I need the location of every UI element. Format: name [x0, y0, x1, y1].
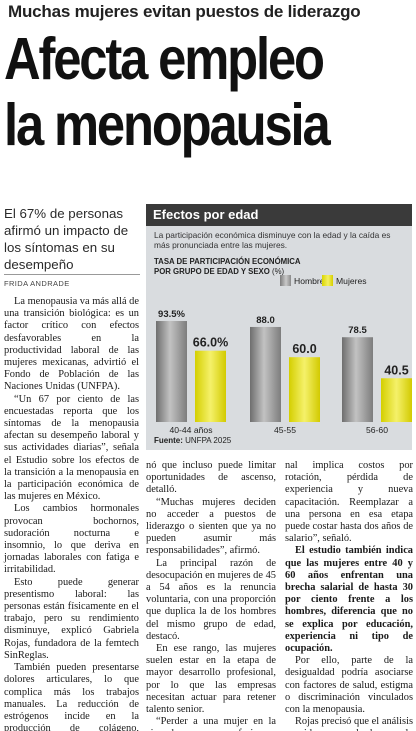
headline-line-2: la menopausia	[4, 92, 331, 158]
legend-item-men: Hombres	[280, 275, 329, 286]
data-label: 40.5	[384, 363, 408, 377]
infographic-body: La participación económica disminuye con…	[146, 226, 412, 450]
paragraph: En ese rango, las mujeres suelen estar e…	[146, 643, 276, 716]
paragraph: Rojas precisó que el análisis considera …	[285, 716, 413, 731]
kicker: Muchas mujeres evitan puestos de lideraz…	[8, 2, 361, 21]
paragraph: Por ello, parte de la desigualdad podría…	[285, 655, 413, 716]
legend-label-men: Hombres	[294, 275, 329, 286]
infographic: Efectos por edad La participación económ…	[146, 204, 412, 450]
category-label: 45-55	[274, 425, 296, 435]
paragraph: La menopausia va más allá de una transic…	[4, 296, 139, 393]
data-label: 93.5%	[158, 309, 185, 320]
paragraph: “Muchas mujeres deciden no acceder a pue…	[146, 496, 276, 557]
paragraph: También pueden presentarse dolores artic…	[4, 662, 139, 731]
data-label: 66.0%	[193, 336, 228, 350]
infographic-intro: La participación económica disminuye con…	[154, 230, 391, 250]
chart-subtitle-text: TASA DE PARTICIPACIÓN ECONÓMICA POR GRUP…	[154, 257, 301, 276]
legend-swatch-men	[280, 275, 291, 286]
bar-men	[156, 321, 187, 422]
legend-item-women: Mujeres	[322, 275, 367, 286]
category-label: 56-60	[366, 425, 388, 435]
chart-source: Fuente: UNFPA 2025	[154, 436, 231, 445]
deck-divider	[4, 274, 140, 275]
data-label: 60.0	[292, 342, 316, 356]
paragraph: Los cambios hormonales provocan bochorno…	[4, 503, 139, 576]
bar-women	[195, 350, 226, 422]
bar-men	[342, 337, 373, 422]
deck: El 67% de personas afirmó un impacto de …	[4, 206, 129, 272]
byline: FRIDA ANDRADE	[4, 279, 70, 288]
body-column-2: nó que incluso puede limitar oportunidad…	[146, 460, 276, 731]
paragraph: nal implica costos por rotación, pérdida…	[285, 460, 413, 545]
paragraph-highlight: El estudio también indica que las mujere…	[285, 545, 413, 655]
bar-men	[250, 326, 281, 422]
chart-unit: (%)	[272, 266, 285, 276]
body-column-3: nal implica costos por rotación, pérdida…	[285, 460, 413, 731]
headline-line-1: Afecta empleo	[4, 26, 325, 92]
legend-swatch-women	[322, 275, 333, 286]
headline: Afecta empleo la menopausia	[4, 26, 357, 158]
legend-label-women: Mujeres	[336, 275, 367, 286]
paragraph: nó que incluso puede limitar oportunidad…	[146, 460, 276, 496]
category-label: 40-44 años	[169, 425, 212, 435]
bar-women	[381, 378, 412, 422]
bar-chart: 93.5% 66.0% 40-44 años 88.0 60.0 45-55 78.5 40.…	[156, 309, 412, 435]
source-text: UNFPA 2025	[185, 436, 232, 445]
source-label: Fuente:	[154, 436, 183, 445]
chart-subtitle: TASA DE PARTICIPACIÓN ECONÓMICA POR GRUP…	[154, 257, 304, 276]
paragraph: “Un 67 por ciento de las encuestadas rep…	[4, 393, 139, 503]
data-label: 78.5	[348, 325, 367, 336]
paragraph: Esto puede generar presentismo laboral: …	[4, 576, 139, 661]
bar-women	[289, 357, 320, 422]
data-label: 88.0	[256, 315, 275, 326]
paragraph: “Perder a una mujer en la cima de su car…	[146, 716, 276, 731]
paragraph: La principal razón de desocupación en mu…	[146, 557, 276, 642]
body-column-1: La menopausia va más allá de una transic…	[4, 296, 139, 731]
infographic-title: Efectos por edad	[146, 204, 412, 226]
